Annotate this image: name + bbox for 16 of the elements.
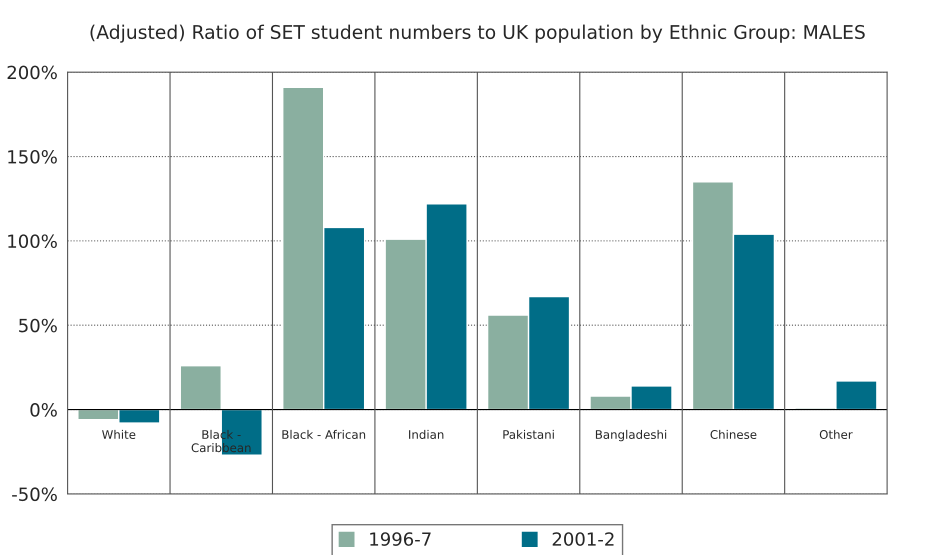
x-tick-label: Pakistani (503, 430, 554, 439)
x-tick-label: Chinese (710, 430, 756, 439)
y-tick-label: 50% (19, 318, 57, 332)
legend-label: 1996-7 (370, 532, 431, 546)
x-tick-label: Bangladeshi (596, 430, 666, 442)
chart-title: (Adjusted) Ratio of SET student numbers to UK population by Ethnic Group: MALES (90, 24, 865, 43)
x-tick-label: Other (820, 430, 853, 439)
x-tick-label: White (102, 430, 136, 439)
y-tick-label: 150% (8, 150, 57, 164)
y-tick-label: 200% (8, 66, 57, 80)
y-tick-label: -50% (12, 487, 57, 502)
y-tick-label: 100% (8, 234, 57, 248)
x-tick-label: Black - African (282, 430, 366, 439)
legend-label: 2001-2 (552, 532, 614, 546)
y-tick-label: 0% (30, 403, 57, 417)
x-tick-label: Indian (409, 430, 444, 439)
